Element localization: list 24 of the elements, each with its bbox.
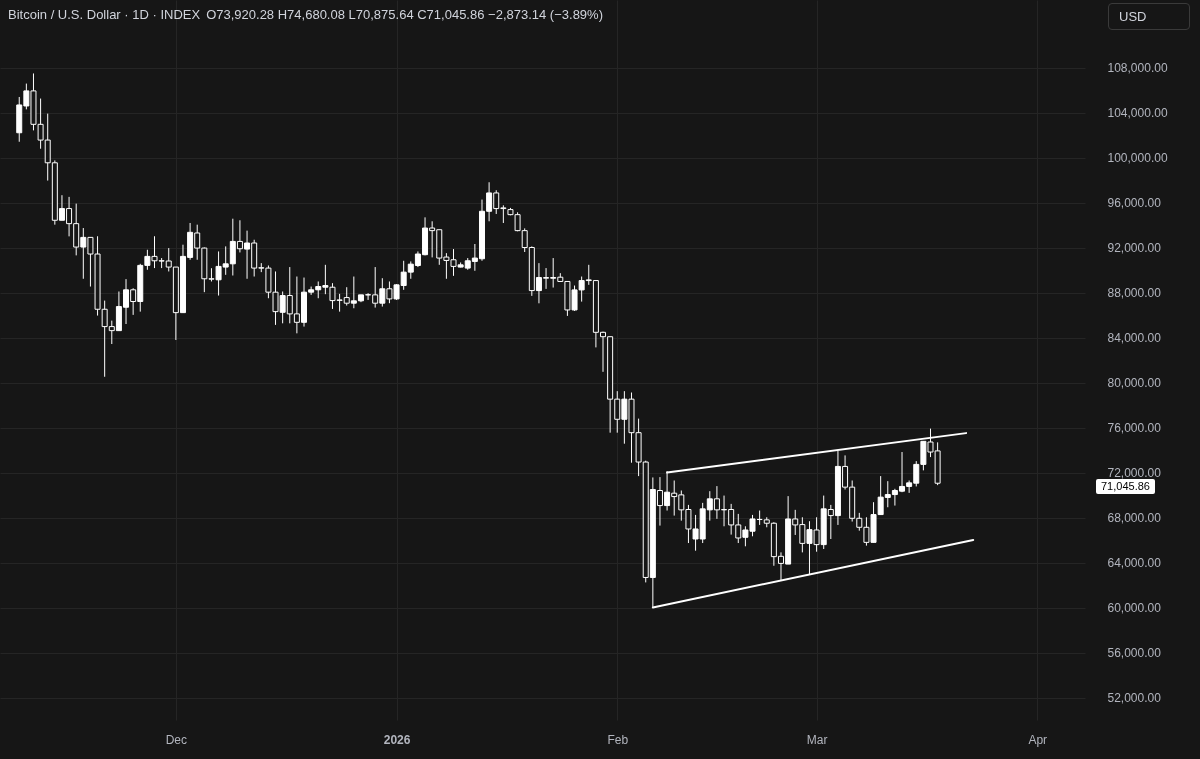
y-tick-label: 88,000.00 (1107, 286, 1162, 300)
text: Bitcoin / U.S. Dollar · 1D · INDEX (8, 7, 201, 22)
text: 71,045.86 (1096, 478, 1155, 494)
annotation: O73,920.28 H74,680.08 L70,875.64 C71,045.86 −2,873.14 (−3.89%) (206, 7, 603, 22)
y-tick-label: 76,000.00 (1107, 421, 1162, 435)
y-tick-label: 104,000.00 (1107, 106, 1168, 120)
x-tick-label: Apr (1028, 732, 1048, 747)
text: USD (1108, 3, 1190, 30)
y-tick-label: 60,000.00 (1107, 601, 1162, 615)
x-tick-label: 2026 (383, 732, 411, 747)
y-tick-label: 80,000.00 (1107, 376, 1162, 390)
x-tick-label: Feb (607, 732, 629, 747)
y-tick-label: 108,000.00 (1107, 61, 1168, 75)
y-tick-label: 72,000.00 (1107, 466, 1162, 480)
y-tick-label: 84,000.00 (1107, 331, 1162, 345)
y-tick-label: 64,000.00 (1107, 556, 1162, 570)
y-tick-label: 96,000.00 (1107, 196, 1162, 210)
y-tick-label: 100,000.00 (1107, 151, 1168, 165)
y-tick-label: 52,000.00 (1107, 691, 1162, 705)
y-tick-label: 92,000.00 (1107, 241, 1162, 255)
x-tick-label: Dec (165, 732, 188, 747)
y-tick-label: 56,000.00 (1107, 646, 1162, 660)
x-tick-label: Mar (806, 732, 828, 747)
y-tick-label: 68,000.00 (1107, 511, 1162, 525)
